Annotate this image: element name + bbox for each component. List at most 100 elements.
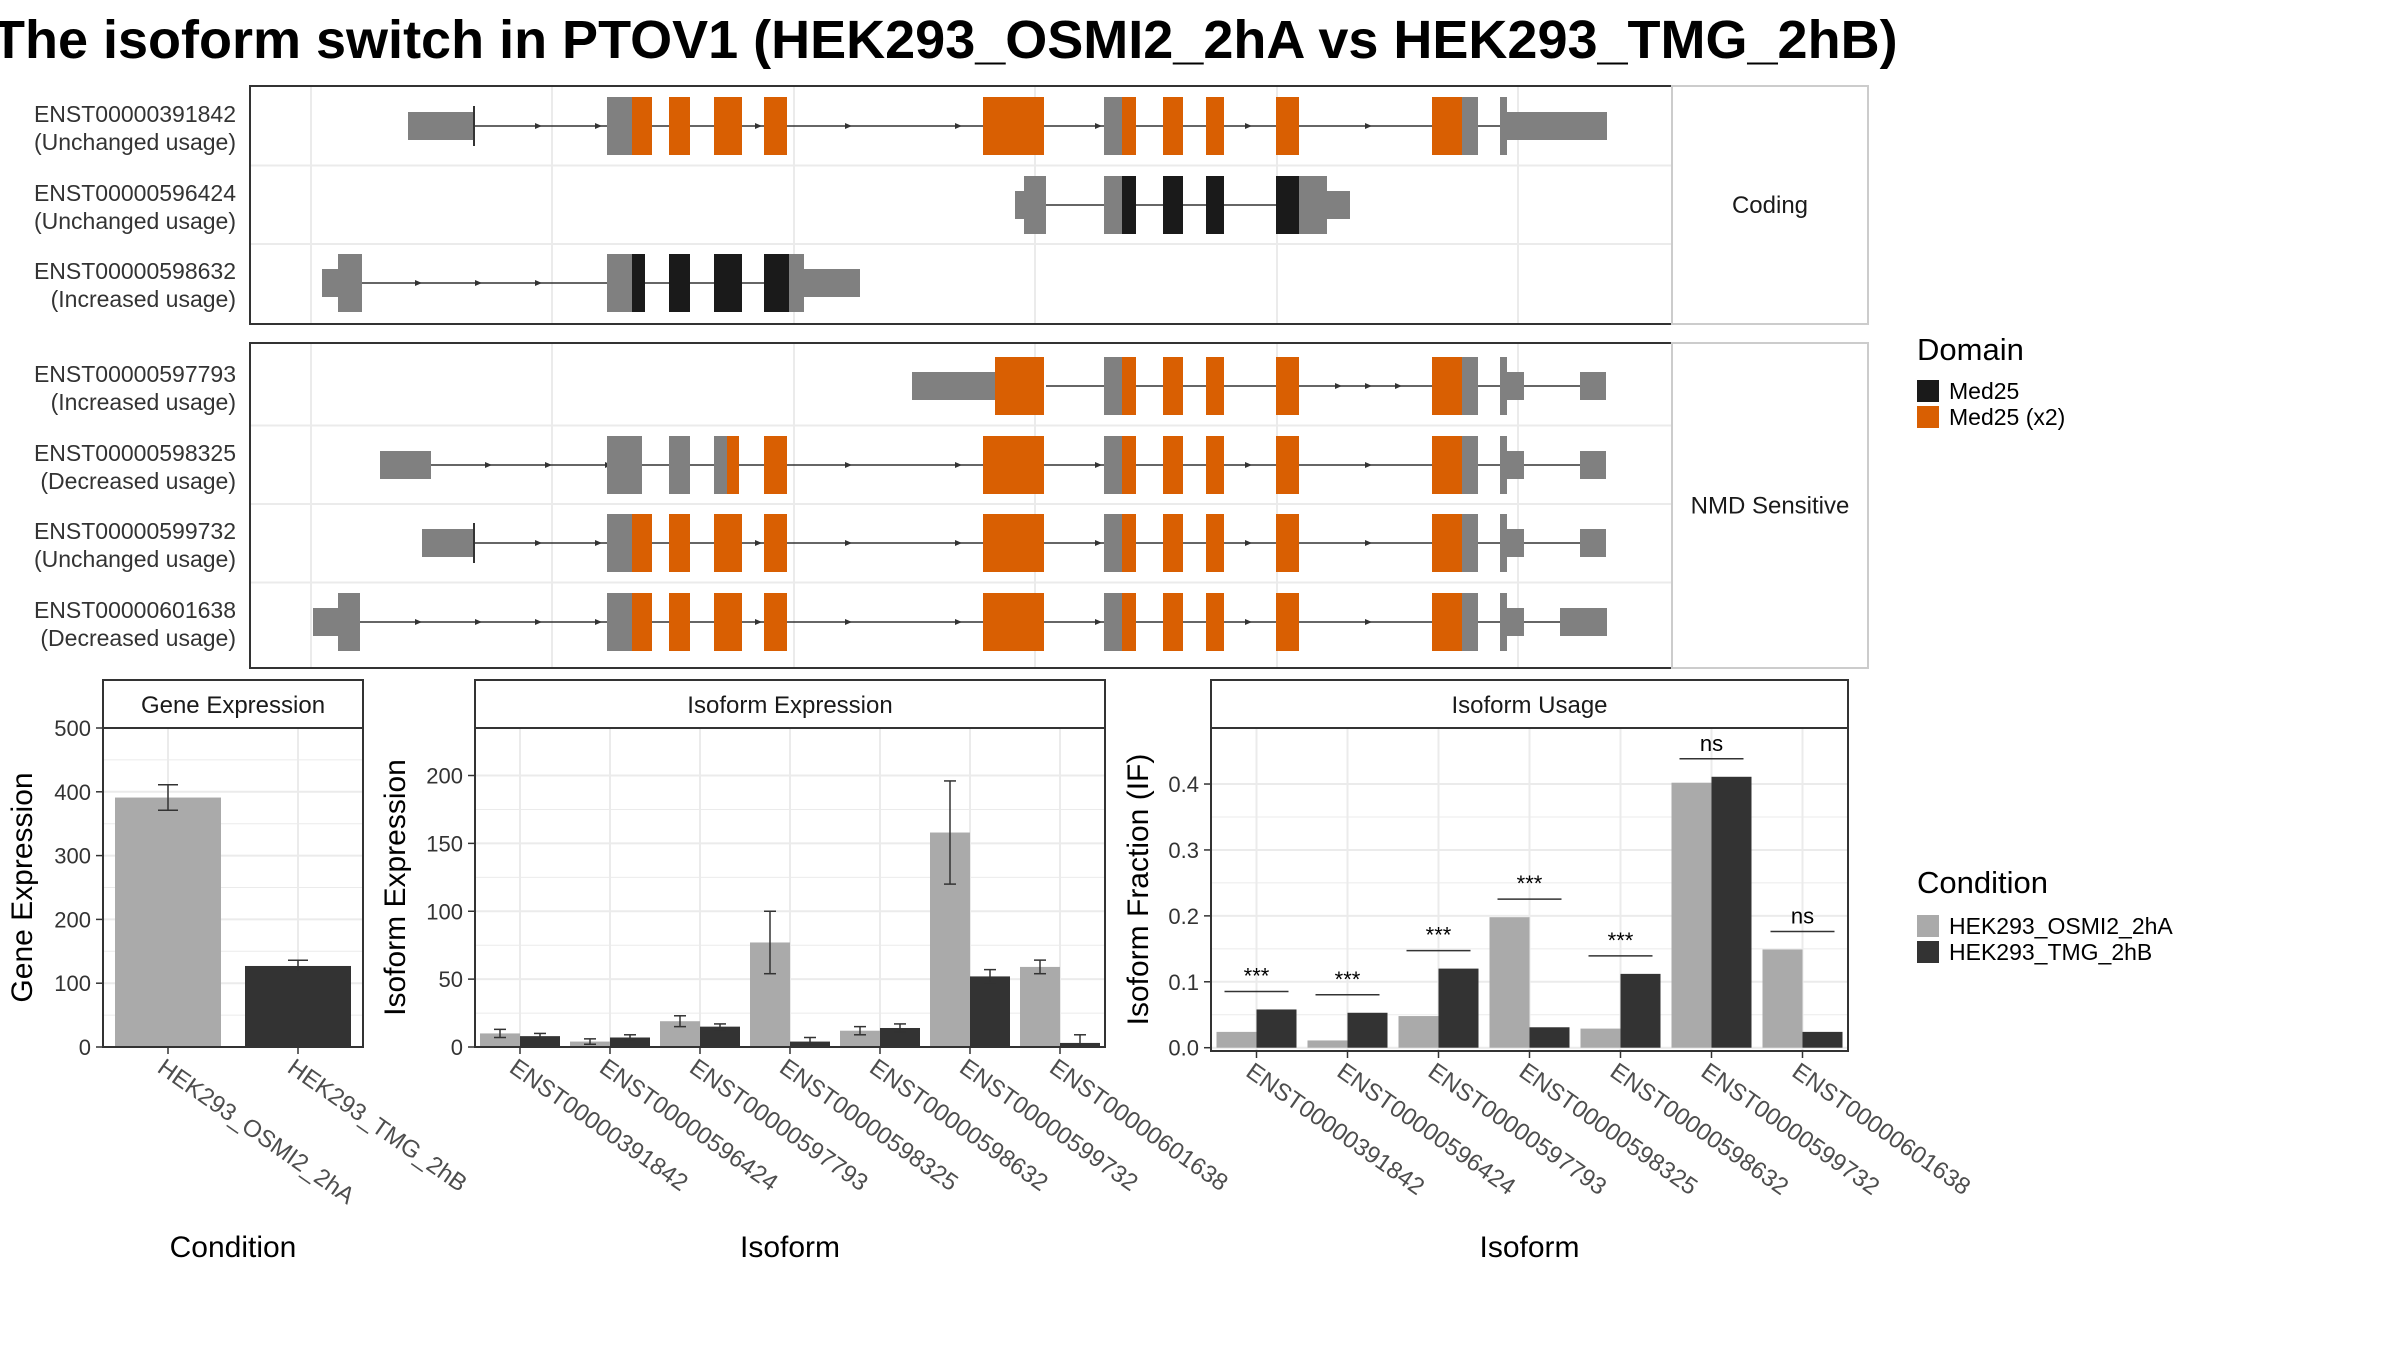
med25-x2-domain-exon [764, 514, 787, 572]
med25-x2-domain-exon [714, 97, 742, 155]
utr-exon [1580, 529, 1606, 557]
isoform-usage-status: (Decreased usage) [40, 625, 236, 651]
utr-exon [1500, 451, 1524, 479]
strand-arrow [475, 280, 482, 286]
strand-arrow [1245, 462, 1252, 468]
strand-arrow [1395, 383, 1402, 389]
strand-arrow [1245, 123, 1252, 129]
med25-x2-domain-exon [669, 97, 690, 155]
isoform-id-label: ENST00000598632 [34, 258, 236, 284]
med25-domain-exon [632, 254, 645, 312]
med25-domain-exon [1206, 176, 1224, 234]
med25-x2-domain-exon [983, 97, 1044, 155]
bar-tmg [1802, 1031, 1843, 1048]
coding-exon [1462, 436, 1478, 494]
strand-arrow [955, 123, 962, 129]
strand-arrow [1335, 383, 1342, 389]
y-tick-label: 0.0 [1168, 1036, 1199, 1061]
isoform-usage-status: (Unchanged usage) [34, 208, 236, 234]
bar-osmi2 [1489, 917, 1530, 1048]
plot-frame [1210, 727, 1849, 1052]
y-axis-title: Isoform Fraction (IF) [1122, 754, 1155, 1026]
isoform-usage-status: (Decreased usage) [40, 468, 236, 494]
bar-osmi2 [480, 1033, 520, 1047]
bar-osmi2 [1307, 1040, 1348, 1048]
strand-arrow [755, 619, 762, 625]
coding-exon [1462, 97, 1478, 155]
med25-x2-domain-exon [1276, 514, 1299, 572]
med25-x2-domain-exon [669, 514, 690, 572]
bar-tmg [1620, 973, 1661, 1048]
utr-exon [313, 608, 338, 636]
med25-x2-domain-exon [714, 593, 742, 651]
transcript-ENST00000597793 [912, 357, 1606, 415]
strand-arrow [475, 619, 482, 625]
facet-strip-label: Coding [1732, 192, 1808, 219]
strand-arrow [595, 540, 602, 546]
bar-tmg [1347, 1012, 1388, 1048]
isoform-usage-status: (Increased usage) [51, 286, 236, 312]
bar-tmg [1256, 1009, 1297, 1048]
med25-x2-domain-exon [995, 357, 1044, 415]
y-tick-label: 0.3 [1168, 838, 1199, 863]
strand-arrow [415, 619, 422, 625]
structure-group-nmd-sensitive: NMD Sensitive [249, 342, 1869, 669]
panel-title-strip [102, 679, 364, 729]
x-axis-title: Isoform [740, 1231, 840, 1264]
y-tick-label: 200 [54, 907, 91, 932]
utr-exon [422, 529, 474, 557]
med25-domain-exon [1163, 176, 1183, 234]
strand-arrow [1245, 540, 1252, 546]
y-tick-label: 50 [439, 967, 463, 992]
y-tick-label: 150 [426, 831, 463, 856]
med25-x2-domain-exon [1122, 436, 1136, 494]
legend-swatch [1917, 941, 1939, 963]
med25-x2-domain-exon [1432, 514, 1462, 572]
bar-osmi2 [840, 1030, 880, 1047]
coding-exon [607, 593, 632, 651]
bar-tmg [1529, 1027, 1570, 1048]
facet-strip [1671, 342, 1869, 669]
med25-x2-domain-exon [1122, 97, 1136, 155]
panel-title: Isoform Usage [1451, 692, 1607, 719]
med25-x2-domain-exon [1163, 593, 1183, 651]
strand-arrow [535, 619, 542, 625]
transcript-ENST00000601638 [313, 593, 1607, 651]
legend-swatch [1917, 380, 1939, 402]
significance-label: *** [1608, 928, 1634, 953]
med25-x2-domain-exon [669, 593, 690, 651]
strand-arrow [1245, 619, 1252, 625]
isoform-usage-panel: Isoform Usage***ENST00000391842***ENST00… [1122, 679, 1975, 1264]
coding-exon [338, 593, 360, 651]
strand-arrow [1095, 123, 1102, 129]
significance-label: *** [1335, 967, 1361, 992]
bar [115, 797, 221, 1047]
figure-title: The isoform switch in PTOV1 (HEK293_OSMI… [0, 10, 1898, 70]
bar-osmi2 [1398, 1016, 1439, 1048]
med25-x2-domain-exon [1163, 357, 1183, 415]
transcript-ENST00000598632 [322, 254, 860, 312]
y-tick-label: 0 [451, 1035, 463, 1060]
y-tick-label: 500 [54, 716, 91, 741]
bar [245, 965, 351, 1047]
coding-exon [1462, 357, 1478, 415]
utr-exon [912, 372, 1000, 400]
significance-label: *** [1426, 923, 1452, 948]
med25-x2-domain-exon [632, 593, 652, 651]
coding-exon [1104, 97, 1122, 155]
strand-arrow [415, 280, 422, 286]
transcript-ENST00000596424 [1015, 176, 1350, 234]
med25-x2-domain-exon [1206, 436, 1224, 494]
med25-x2-domain-exon [1163, 97, 1183, 155]
med25-domain-exon [1276, 176, 1299, 234]
med25-x2-domain-exon [1122, 514, 1136, 572]
strand-arrow [535, 280, 542, 286]
isoform-usage-status: (Unchanged usage) [34, 546, 236, 572]
med25-x2-domain-exon [1276, 593, 1299, 651]
med25-x2-domain-exon [764, 97, 787, 155]
med25-domain-exon [714, 254, 742, 312]
med25-x2-domain-exon [764, 436, 787, 494]
bar-osmi2 [1216, 1031, 1257, 1048]
